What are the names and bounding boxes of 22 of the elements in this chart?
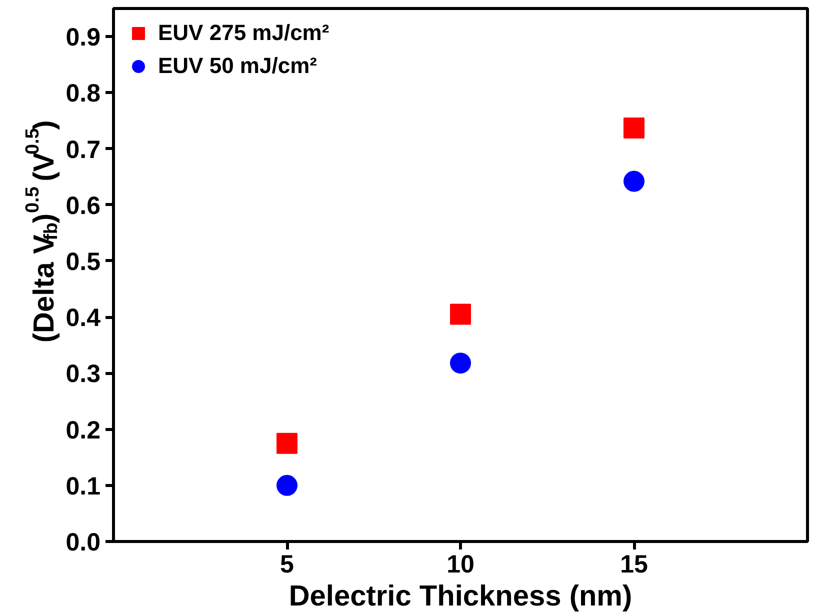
y-tick-label: 0.7 [66, 136, 101, 164]
y-tick-label: 0.5 [66, 248, 101, 276]
y-tick-label: 0.8 [66, 80, 101, 108]
legend-label: EUV 50 mJ/cm² [158, 53, 317, 79]
x-tick-label: 5 [280, 550, 294, 578]
point [276, 432, 298, 454]
point [624, 170, 644, 192]
legend-label: EUV 275 mJ/cm² [158, 20, 330, 46]
point [624, 118, 644, 139]
y-tick-label: 0.2 [66, 416, 101, 444]
y-tick-label: 0.4 [66, 304, 101, 332]
point [450, 304, 471, 325]
y-tick-label: 0.1 [66, 472, 101, 500]
y-tick-label: 0.6 [66, 192, 101, 220]
x-tick-label: 15 [620, 550, 648, 578]
x-tick-label: 10 [446, 550, 474, 578]
y-tick-label: 0.9 [66, 24, 101, 52]
x-axis-title: Delectric Thickness (nm) [288, 580, 632, 612]
y-tick-label: 0.3 [66, 360, 101, 388]
y-tick-label: 0.0 [66, 528, 101, 556]
point [276, 474, 298, 496]
point [450, 352, 471, 374]
